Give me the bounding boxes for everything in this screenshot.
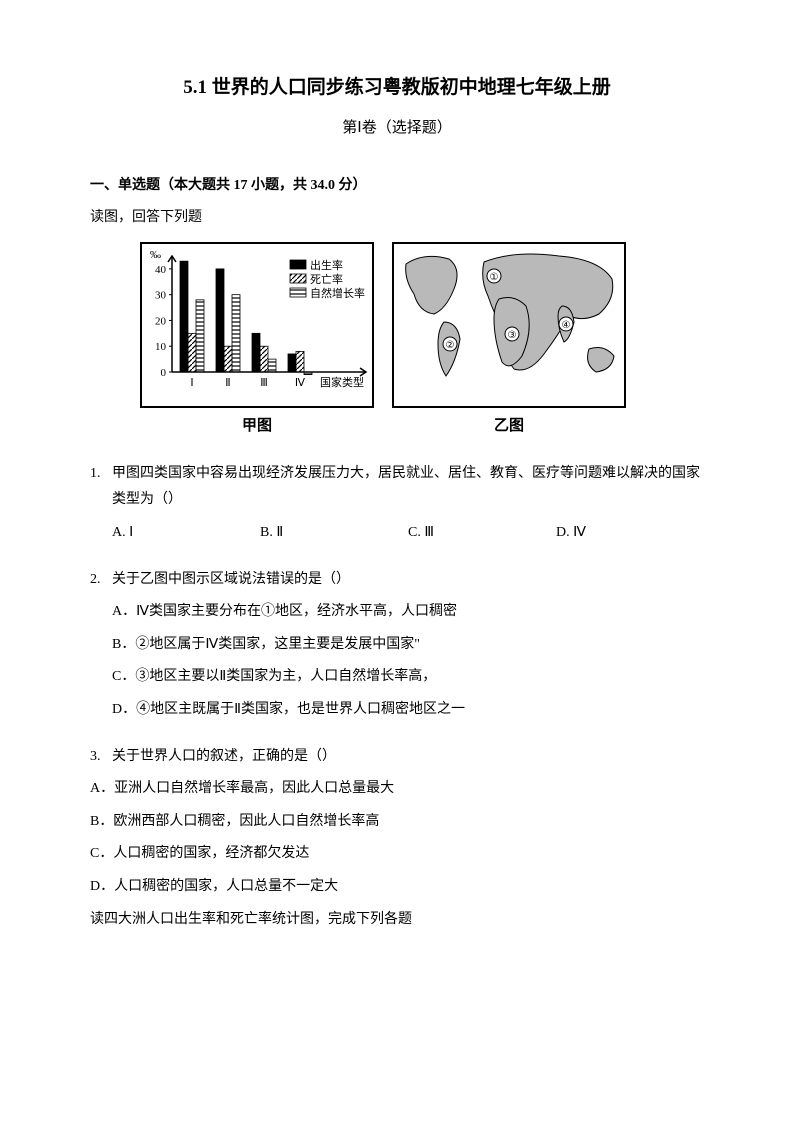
svg-text:10: 10 — [155, 341, 167, 353]
svg-text:40: 40 — [155, 264, 167, 276]
q1-number: 1. — [90, 461, 112, 488]
q2-opt-c: C．③地区主要以Ⅱ类国家为主，人口自然增长率高， — [90, 664, 704, 691]
q3-opt-b: B．欧洲西部人口稠密，因此人口自然增长率高 — [90, 809, 704, 836]
svg-text:死亡率: 死亡率 — [310, 272, 343, 286]
figure-jia-frame: ‰ 40 30 20 10 0 Ⅰ Ⅱ Ⅲ Ⅳ 国家类型 出生率死亡率自然增长率 — [140, 242, 374, 409]
instruction-text: 读图，回答下列题 — [90, 205, 704, 232]
figure-jia-caption: 甲图 — [242, 412, 272, 441]
tail-instruction: 读四大洲人口出生率和死亡率统计图，完成下列各题 — [90, 907, 704, 934]
q2-opt-d: D．④地区主既属于Ⅱ类国家，也是世界人口稠密地区之一 — [90, 697, 704, 724]
q2-opt-a: A．Ⅳ类国家主要分布在①地区，经济水平高，人口稠密 — [90, 599, 704, 626]
q3-opt-c: C．人口稠密的国家，经济都欠发达 — [90, 841, 704, 868]
svg-text:20: 20 — [155, 315, 167, 327]
q1-opt-d: D. Ⅳ — [556, 520, 704, 547]
q3-opt-a: A．亚洲人口自然增长率最高，因此人口总量最大 — [90, 776, 704, 803]
page-subtitle: 第Ⅰ卷（选择题） — [90, 114, 704, 143]
svg-text:出生率: 出生率 — [310, 258, 343, 272]
q2-number: 2. — [90, 567, 112, 594]
world-map-icon: ① ② ③ ④ — [394, 244, 624, 396]
figure-yi-frame: ① ② ③ ④ — [392, 242, 626, 409]
figures-row: ‰ 40 30 20 10 0 Ⅰ Ⅱ Ⅲ Ⅳ 国家类型 出生率死亡率自然增长率 甲图 ① ② ③ ④ 乙图 — [140, 242, 704, 441]
q3-opt-d: D．人口稠密的国家，人口总量不一定大 — [90, 874, 704, 901]
svg-text:Ⅱ: Ⅱ — [225, 377, 230, 389]
q2-text: 关于乙图中图示区域说法错误的是（） — [112, 572, 350, 587]
q1-opt-a: A. Ⅰ — [112, 520, 260, 547]
q1-text: 甲图四类国家中容易出现经济发展压力大，居民就业、居住、教育、医疗等问题难以解决的… — [112, 466, 700, 508]
q3-text: 关于世界人口的叙述，正确的是（） — [112, 749, 336, 764]
svg-text:国家类型: 国家类型 — [320, 375, 364, 389]
q1-opt-c: C. Ⅲ — [408, 520, 556, 547]
svg-text:③: ③ — [508, 330, 517, 341]
svg-text:Ⅳ: Ⅳ — [295, 377, 306, 389]
figure-jia: ‰ 40 30 20 10 0 Ⅰ Ⅱ Ⅲ Ⅳ 国家类型 出生率死亡率自然增长率 甲图 — [140, 242, 374, 441]
svg-text:④: ④ — [562, 320, 571, 331]
figure-yi-caption: 乙图 — [494, 412, 524, 441]
svg-text:Ⅰ: Ⅰ — [190, 377, 193, 389]
q1-opt-b: B. Ⅱ — [260, 520, 408, 547]
page-title: 5.1 世界的人口同步练习粤教版初中地理七年级上册 — [90, 70, 704, 106]
svg-text:Ⅲ: Ⅲ — [260, 377, 268, 389]
question-3: 3.关于世界人口的叙述，正确的是（） — [90, 744, 704, 771]
q3-number: 3. — [90, 744, 112, 771]
q1-options: A. Ⅰ B. Ⅱ C. Ⅲ D. Ⅳ — [90, 520, 704, 547]
question-2: 2.关于乙图中图示区域说法错误的是（） — [90, 567, 704, 594]
bar-chart-icon: ‰ 40 30 20 10 0 Ⅰ Ⅱ Ⅲ Ⅳ 国家类型 出生率死亡率自然增长率 — [142, 244, 372, 396]
svg-text:30: 30 — [155, 289, 167, 301]
section-header: 一、单选题（本大题共 17 小题，共 34.0 分） — [90, 173, 704, 200]
question-1: 1.甲图四类国家中容易出现经济发展压力大，居民就业、居住、教育、医疗等问题难以解… — [90, 461, 704, 514]
svg-text:①: ① — [490, 272, 499, 283]
svg-text:0: 0 — [161, 367, 167, 379]
svg-text:‰: ‰ — [150, 249, 161, 261]
svg-text:②: ② — [446, 340, 455, 351]
figure-yi: ① ② ③ ④ 乙图 — [392, 242, 626, 441]
q2-opt-b: B．②地区属于Ⅳ类国家，这里主要是发展中国家" — [90, 632, 704, 659]
svg-text:自然增长率: 自然增长率 — [310, 286, 365, 300]
